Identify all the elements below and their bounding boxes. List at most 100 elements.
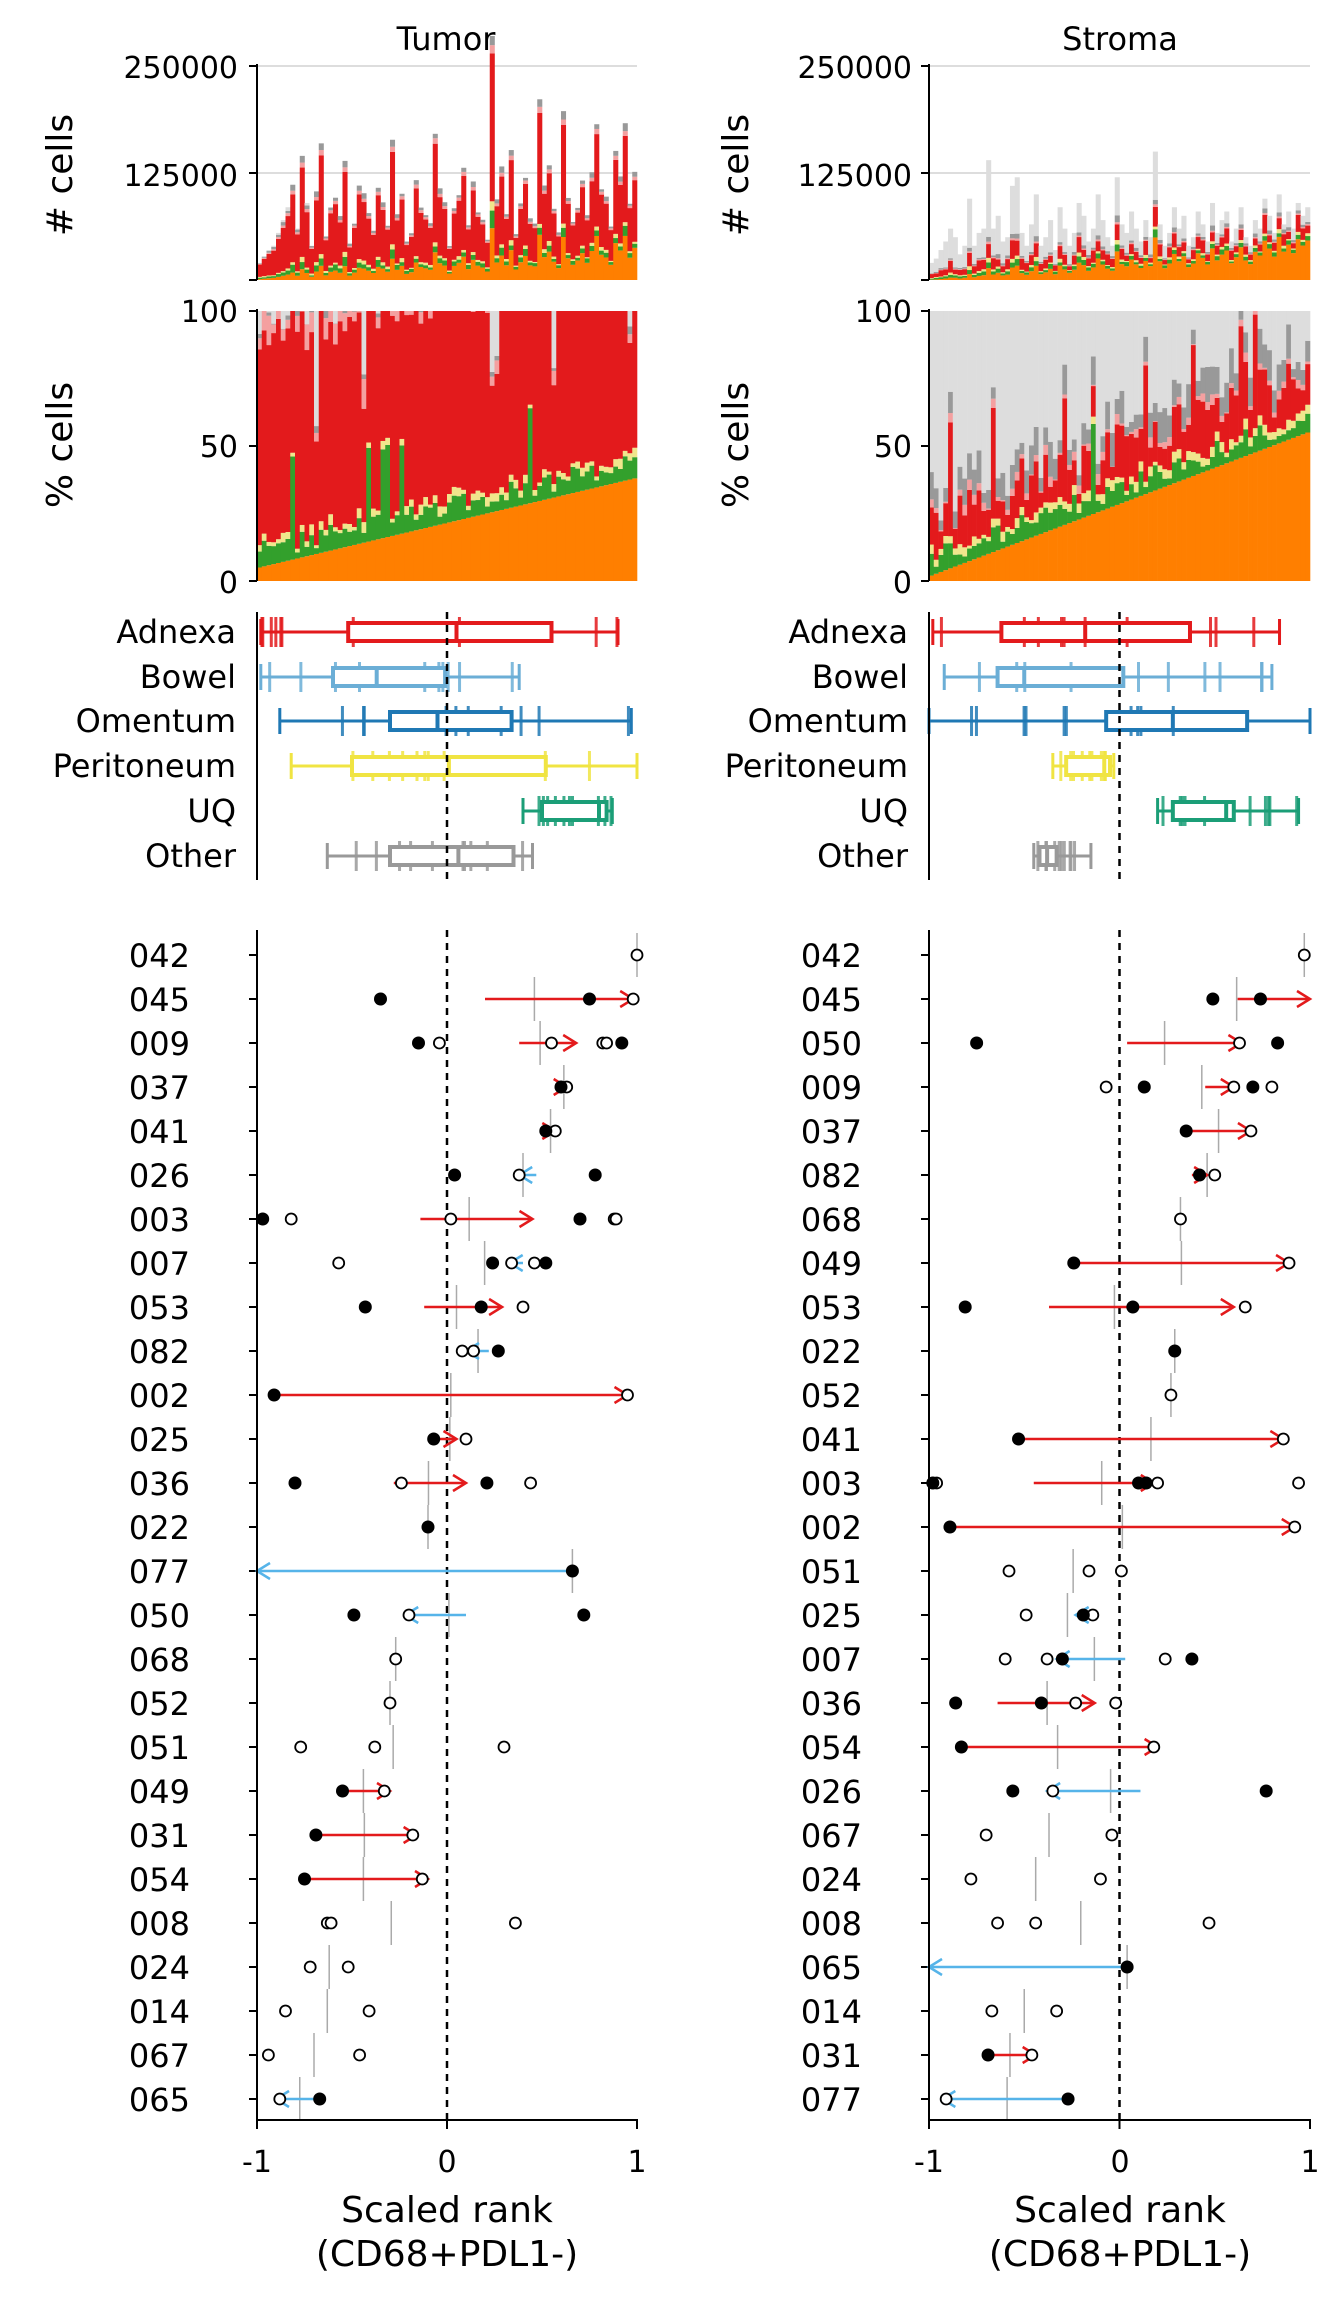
bar-segment-yellow [323, 529, 329, 536]
stroma-xlabel-2: (CD68+PDL1-) [989, 2234, 1251, 2275]
bar-segment-orange [990, 552, 996, 581]
bar-segment-orange [938, 279, 944, 280]
bar-segment-lightgray [1219, 311, 1225, 398]
bar-segment-green [1052, 509, 1058, 529]
tumor-title: Tumor [396, 20, 497, 58]
bar-segment-yellow [1133, 260, 1139, 263]
bar-segment-green [356, 518, 362, 544]
bar-segment-green [380, 265, 386, 269]
bar-segment-orange [1229, 461, 1235, 581]
bar-segment-darkgray [1143, 336, 1149, 362]
bar-segment-red [285, 328, 291, 532]
bar-segment-pink [271, 324, 277, 334]
patient-label: 053 [801, 1289, 862, 1327]
bar-segment-yellow [1214, 431, 1220, 441]
bar-segment-pink [542, 190, 548, 194]
bar-segment-pink [1257, 243, 1263, 245]
bar-segment-pink [1248, 253, 1254, 255]
bar-segment-lightgray [1100, 220, 1106, 247]
bar-segment-green [499, 494, 505, 510]
bar-segment-green [990, 527, 996, 553]
bar-segment-green [986, 541, 992, 554]
bar-segment-pink [285, 319, 291, 329]
bar-segment-lightgray [1090, 228, 1096, 248]
bar-segment-yellow [494, 493, 500, 502]
bar-segment-orange [523, 504, 529, 581]
open-point [455, 1344, 469, 1358]
bar-segment-lightgray [948, 311, 954, 392]
bar-segment-green [295, 272, 301, 276]
bar-segment-darkgray [466, 225, 472, 228]
bar-segment-red [589, 181, 595, 243]
bar-segment-green [1205, 262, 1211, 265]
bar-segment-orange [1124, 266, 1130, 280]
bar-segment-orange [276, 276, 282, 280]
bar-segment-pink [394, 311, 400, 322]
bar-segment-pink [1071, 451, 1077, 461]
bar-segment-green [371, 271, 377, 273]
bar-segment-yellow [1167, 257, 1173, 260]
stroma-pct-panel [921, 309, 1311, 582]
bar-segment-red [570, 225, 576, 260]
bar-segment-yellow [1162, 469, 1168, 479]
open-point [1069, 1696, 1083, 1710]
bar-segment-green [957, 554, 963, 565]
bar-segment-darkgray [1281, 359, 1287, 382]
bar-segment-green [1229, 261, 1235, 264]
open-point [332, 1256, 346, 1270]
bar-segment-red [394, 321, 400, 512]
bar-segment-green [594, 230, 600, 236]
bar-segment-orange [304, 556, 310, 581]
filled-point [1126, 1300, 1140, 1314]
bar-segment-green [461, 493, 467, 520]
bar-segment-orange [1119, 503, 1125, 581]
bar-segment-red [1248, 254, 1254, 261]
bar-segment-pink [1014, 238, 1020, 241]
bar-segment-pink [532, 226, 538, 229]
filled-point [421, 1520, 435, 1534]
bar-segment-yellow [1276, 229, 1282, 234]
bar-segment-pink [1205, 402, 1211, 410]
bar-segment-lightgray [1257, 228, 1263, 242]
bar-segment-darkgray [337, 216, 343, 221]
bar-segment-orange [546, 251, 552, 280]
bar-segment-pink [1300, 384, 1306, 391]
tumor-pct-ytick-50: 50 [200, 430, 238, 465]
bar-segment-pink [328, 210, 334, 214]
bar-segment-yellow [1233, 252, 1239, 255]
bar-segment-pink [347, 311, 353, 318]
bar-segment-red [513, 311, 519, 480]
open-point [1208, 1168, 1222, 1182]
bar-segment-pink [1257, 363, 1263, 370]
bar-segment-lightgray [948, 228, 954, 259]
bar-segment-yellow [494, 255, 500, 259]
bar-segment-yellow [632, 241, 638, 244]
bar-segment-red [508, 311, 514, 475]
bar-segment-green [1162, 478, 1168, 487]
open-point [368, 1740, 382, 1754]
bar-segment-green [1143, 257, 1149, 261]
bar-segment-darkgray [1133, 414, 1139, 430]
bar-segment-green [627, 460, 633, 480]
bar-segment-pink [1262, 367, 1268, 370]
bar-segment-orange [1109, 506, 1116, 581]
bar-segment-yellow [589, 461, 595, 466]
bar-segment-green [943, 543, 949, 571]
bar-segment-orange [1052, 274, 1058, 280]
bar-segment-darkgray [1057, 440, 1063, 453]
bar-segment-orange [532, 266, 538, 280]
bar-segment-yellow [1233, 442, 1239, 446]
bar-segment-green [276, 274, 282, 277]
bar-segment-lightgray [304, 311, 310, 325]
bar-segment-darkgray [1286, 227, 1292, 231]
bar-segment-yellow [371, 508, 377, 517]
bar-segment-darkgray [575, 207, 581, 211]
bar-segment-red [385, 229, 391, 267]
patient-label: 042 [801, 937, 862, 975]
patient-label: 008 [801, 1905, 862, 1943]
bar-segment-red [1009, 240, 1016, 259]
bar-segment-pink [418, 210, 424, 213]
bar-segment-orange [1052, 528, 1058, 581]
bar-segment-pink [1305, 361, 1311, 365]
bar-segment-red [1171, 406, 1177, 452]
